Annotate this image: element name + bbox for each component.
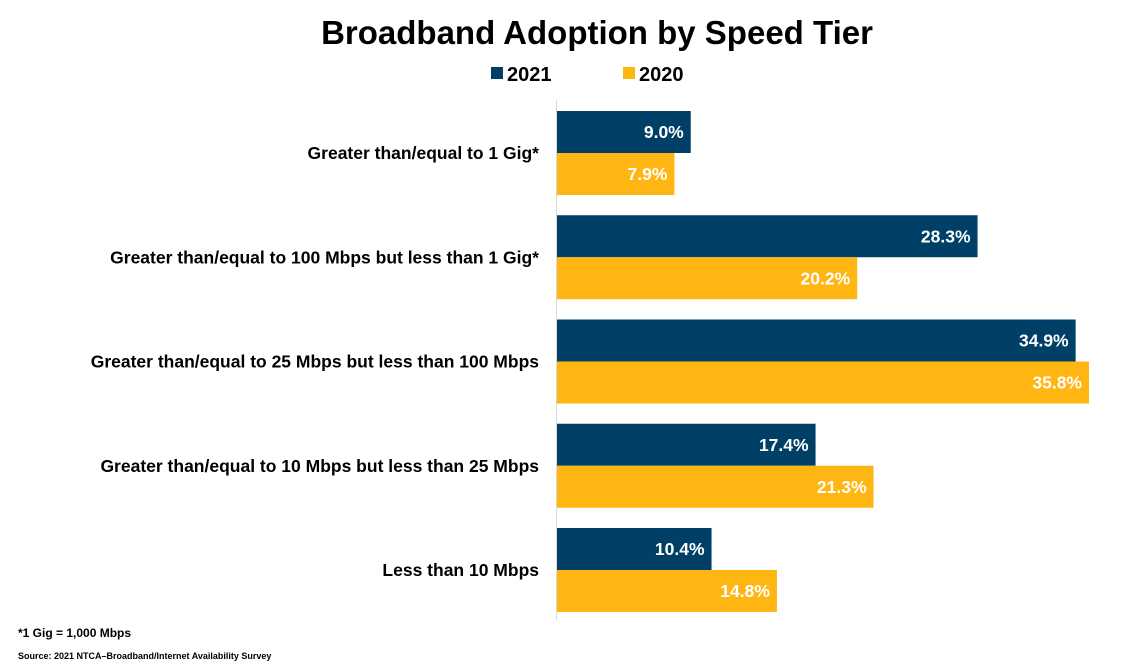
- bar-label-2021-3: 17.4%: [759, 435, 809, 455]
- bar-2020-0: [557, 153, 675, 195]
- bar-2021-2: [557, 319, 1076, 362]
- bar-2021-0: [557, 111, 691, 153]
- bar-label-2021-2: 34.9%: [1019, 331, 1069, 351]
- category-label-4: Less than 10 Mbps: [382, 560, 539, 580]
- bar-2021-1: [557, 215, 978, 258]
- bars: 9.0% 7.9% 28.3% 20.2% 34.9% 35.8% 17.4% 21.3% 10…: [557, 111, 1089, 612]
- bar-label-2021-4: 10.4%: [655, 539, 705, 559]
- legend-swatch-2021: [491, 67, 503, 79]
- bar-label-2021-0: 9.0%: [644, 122, 684, 142]
- legend-swatch-2020: [623, 67, 635, 79]
- bar-label-2020-3: 21.3%: [817, 477, 867, 497]
- category-label-3: Greater than/equal to 10 Mbps but less t…: [100, 456, 539, 476]
- legend-label-2021: 2021: [507, 64, 552, 86]
- bar-2020-3: [557, 465, 874, 508]
- legend-label-2020: 2020: [639, 64, 684, 86]
- bar-label-2021-1: 28.3%: [921, 226, 971, 246]
- bar-label-2020-2: 35.8%: [1032, 373, 1082, 393]
- bar-2021-4: [557, 528, 712, 570]
- chart-title: Broadband Adoption by Speed Tier: [321, 14, 873, 51]
- bar-label-2020-4: 14.8%: [720, 581, 770, 601]
- category-labels: Greater than/equal to 1 Gig* Greater than…: [91, 143, 540, 580]
- category-label-2: Greater than/equal to 25 Mbps but less t…: [91, 352, 540, 372]
- bar-label-2020-1: 20.2%: [801, 268, 851, 288]
- bar-label-2020-0: 7.9%: [628, 164, 668, 184]
- footnote: *1 Gig = 1,000 Mbps: [18, 626, 131, 640]
- bar-2021-3: [557, 423, 816, 466]
- legend: 2021 2020: [491, 64, 684, 86]
- bar-2020-2: [557, 361, 1089, 404]
- bar-2020-4: [557, 570, 777, 612]
- bar-2020-1: [557, 257, 858, 300]
- source-note: Source: 2021 NTCA–Broadband/Internet Ava…: [18, 651, 271, 661]
- category-label-1: Greater than/equal to 100 Mbps but less …: [110, 247, 539, 267]
- category-label-0: Greater than/equal to 1 Gig*: [308, 143, 540, 163]
